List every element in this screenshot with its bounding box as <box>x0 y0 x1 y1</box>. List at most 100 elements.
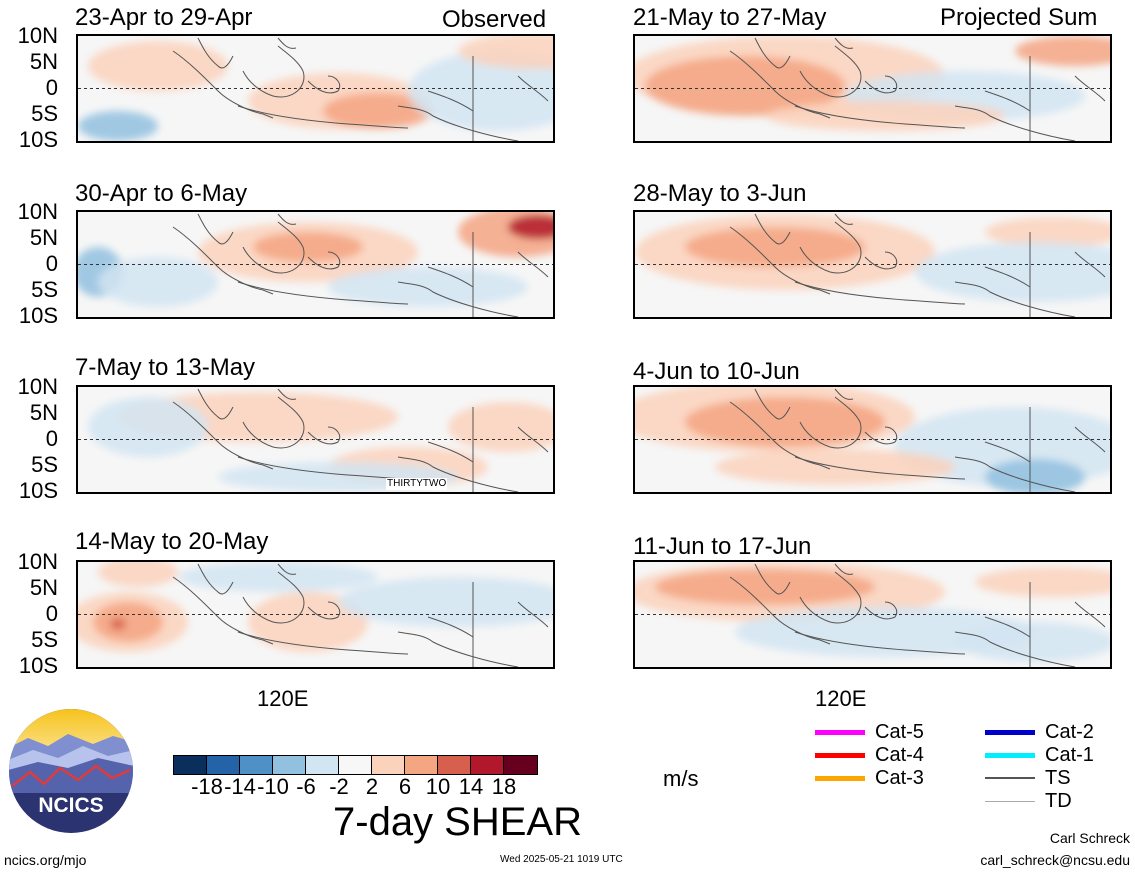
coastline <box>729 226 831 295</box>
coastline <box>397 281 519 317</box>
coastline <box>729 50 831 119</box>
coastline <box>237 105 409 129</box>
shear-anomaly-region <box>975 567 1110 597</box>
colorbar-tick-label: 14 <box>458 774 484 799</box>
legend-item: TD <box>985 791 1072 811</box>
coastline <box>307 75 341 94</box>
coastline <box>517 426 549 453</box>
coastline <box>307 601 341 620</box>
coastline <box>237 631 409 655</box>
coastline <box>277 563 297 575</box>
lat-label: 5N <box>29 400 58 425</box>
coastline <box>864 75 898 94</box>
footer-url[interactable]: ncics.org/mjo <box>4 852 87 868</box>
shear-anomaly-region <box>88 41 228 91</box>
shear-anomaly-region <box>1015 36 1110 66</box>
coastline <box>517 75 549 102</box>
panel-title-6: 28-May to 3-Jun <box>633 180 807 207</box>
footer-author: Carl Schreck <box>1049 830 1130 846</box>
legend-swatch <box>985 800 1035 802</box>
storm-label: THIRTYTWO <box>386 478 448 490</box>
panel-title-8: 11-Jun to 17-Jun <box>633 533 812 560</box>
coastline <box>197 213 234 245</box>
coastline <box>397 105 519 141</box>
coastline <box>954 456 1076 492</box>
lat-label: 10N <box>17 23 58 48</box>
panel-title-2: 30-Apr to 6-May <box>75 180 248 207</box>
coastline <box>1074 601 1106 628</box>
legend-label: Cat-3 <box>875 767 924 789</box>
colorbar-swatch <box>372 756 405 774</box>
shear-anomaly-region <box>655 569 875 605</box>
coastline <box>799 45 862 98</box>
lat-label: 5N <box>29 49 58 74</box>
coastline <box>834 388 854 400</box>
lat-label: 5N <box>29 225 58 250</box>
shear-anomaly-region <box>98 257 218 307</box>
legend-swatch <box>815 775 865 781</box>
lat-label: 10N <box>17 374 58 399</box>
coastline <box>834 37 854 49</box>
shear-anomaly-region <box>985 217 1110 247</box>
colorbar-swatch <box>273 756 306 774</box>
legend-item: Cat-1 <box>985 745 1094 765</box>
map-panel-2 <box>76 210 555 319</box>
shear-anomaly-region <box>508 215 553 239</box>
colorbar-tick-label: 6 <box>398 774 412 799</box>
lat-label: 5S <box>31 627 58 652</box>
units-label: m/s <box>663 766 699 791</box>
shear-anomaly-region <box>178 562 378 592</box>
shear-anomaly-region <box>685 397 885 447</box>
shear-anomaly-region <box>323 93 433 129</box>
coastline <box>277 213 297 225</box>
colorbar-swatch <box>207 756 240 774</box>
shear-anomaly-region <box>98 562 178 587</box>
lon-label-right: 120E <box>815 686 867 711</box>
coastline <box>172 226 274 295</box>
shear-anomaly-region <box>458 36 553 69</box>
coastline <box>427 266 474 288</box>
legend-item: Cat-5 <box>815 722 924 742</box>
shear-anomaly-region <box>78 111 158 141</box>
legend-label: Cat-2 <box>1045 721 1094 743</box>
legend-label: Cat-1 <box>1045 744 1094 766</box>
coastline <box>172 401 274 470</box>
panel-title-4: 14-May to 20-May <box>75 528 269 555</box>
lat-label: 5S <box>31 452 58 477</box>
coastline <box>864 426 898 445</box>
legend-item: TS <box>985 768 1071 788</box>
footer-email[interactable]: carl_schreck@ncsu.edu <box>980 852 1130 868</box>
coastline <box>397 456 519 492</box>
colorbar-tick-label: -10 <box>257 774 289 799</box>
coastline <box>794 631 966 655</box>
lon-label-left: 120E <box>257 686 309 711</box>
colorbar-tick-label: -6 <box>296 774 316 799</box>
shear-anomaly-region <box>93 602 163 642</box>
projected-label: Projected Sum <box>940 4 1098 31</box>
lat-label: 0 <box>45 251 58 276</box>
coastline <box>754 563 791 595</box>
lat-label: 0 <box>45 75 58 100</box>
lat-label: 10N <box>17 549 58 574</box>
legend-label: TD <box>1045 790 1072 812</box>
coastline <box>1074 251 1106 278</box>
coastline <box>197 388 234 420</box>
lat-label: 10N <box>17 199 58 224</box>
lat-label: 0 <box>45 426 58 451</box>
colorbar-swatch <box>240 756 273 774</box>
panel-title-5: 21-May to 27-May <box>633 4 827 31</box>
legend-item: Cat-3 <box>815 768 924 788</box>
colorbar-swatch <box>306 756 339 774</box>
coastline <box>427 441 474 463</box>
shear-anomaly-region <box>408 51 553 131</box>
coastline <box>754 388 791 420</box>
lat-label: 10S <box>18 653 58 678</box>
coastline <box>984 90 1031 112</box>
colorbar-title: 7-day SHEAR <box>333 800 582 844</box>
lat-label: 5N <box>29 575 58 600</box>
coastline <box>242 571 305 624</box>
legend-item: Cat-2 <box>985 722 1094 742</box>
ncics-logo: NCICS <box>8 708 134 834</box>
logo-text: NCICS <box>38 794 103 817</box>
coastline <box>242 45 305 98</box>
